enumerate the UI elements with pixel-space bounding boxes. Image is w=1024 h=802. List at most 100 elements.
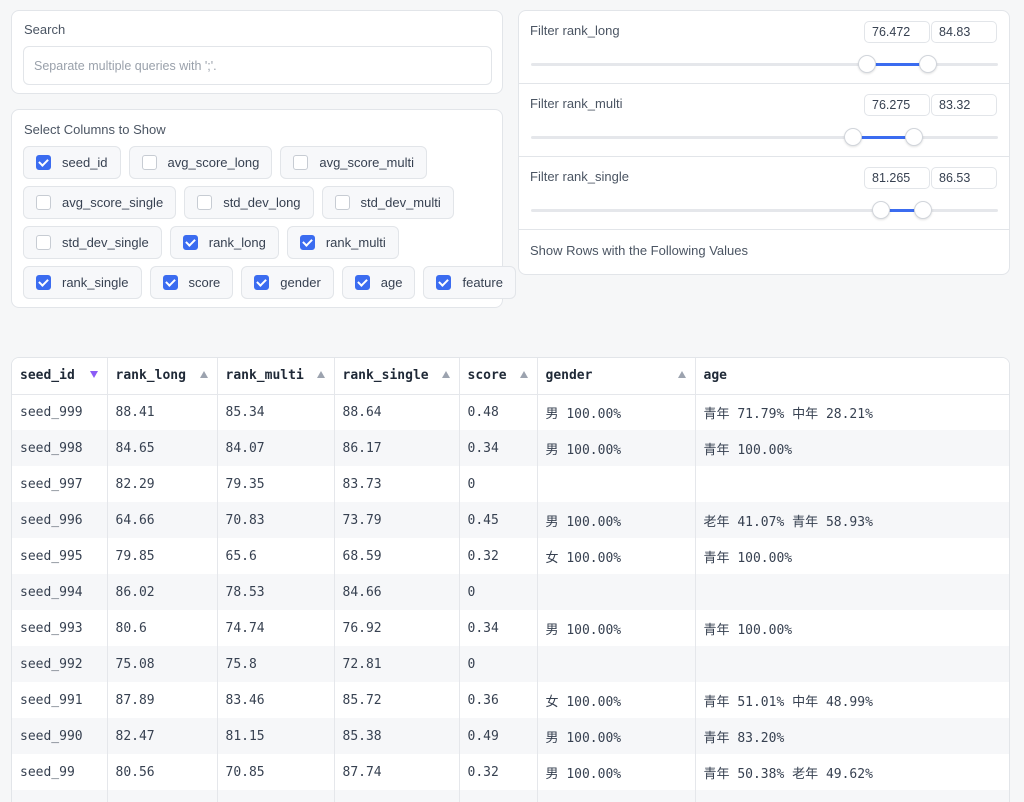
column-checkbox-rank-single[interactable]: rank_single <box>23 266 142 299</box>
checkbox-checked-icon[interactable] <box>299 235 315 250</box>
column-checkbox-seed-id[interactable]: seed_id <box>23 146 121 179</box>
column-checkbox-avg-score-single[interactable]: avg_score_single <box>23 186 177 219</box>
table-cell: seed_992 <box>12 646 108 682</box>
table-cell: 81.15 <box>217 718 335 754</box>
table-row[interactable]: seed_993 80.6 74.74 76.92 0.34 男 100.00% 青年 10… <box>12 610 1009 646</box>
range-slider-low-handle[interactable] <box>872 201 891 219</box>
sort-asc-icon[interactable] <box>441 371 450 378</box>
table-cell: 85.38 <box>334 718 460 754</box>
table-row[interactable]: seed_999 88.41 85.34 88.64 0.48 男 100.00% 青年 7… <box>12 394 1009 430</box>
table-row[interactable]: seed_990 82.47 81.15 85.38 0.49 男 100.00% 青年 8… <box>12 718 1009 754</box>
search-input[interactable] <box>23 46 492 85</box>
column-header-label: score <box>467 368 507 384</box>
checkbox-checked-icon[interactable] <box>354 275 370 290</box>
checkbox-label: avg_score_single <box>62 195 164 210</box>
table-cell: 0.32 <box>459 538 538 574</box>
sort-asc-icon[interactable] <box>316 371 325 378</box>
column-checkbox-rank-multi[interactable]: rank_multi <box>286 226 399 259</box>
table-row[interactable]: seed_998 84.65 84.07 86.17 0.34 男 100.00% 青年 1… <box>12 430 1009 466</box>
checkbox-unchecked-icon[interactable] <box>141 155 157 170</box>
sort-desc-icon[interactable] <box>89 371 98 378</box>
filter-rank-long: Filter rank_long 76.472 84.83 <box>519 11 1009 84</box>
table-cell: 73.79 <box>334 502 460 538</box>
checkbox-checked-icon[interactable] <box>182 235 198 250</box>
column-checkbox-score[interactable]: score <box>149 266 234 299</box>
checkbox-row: std_dev_single rank_long rank_multi <box>23 226 399 259</box>
checkbox-unchecked-icon[interactable] <box>334 195 350 210</box>
table-cell: 0.36 <box>459 682 538 718</box>
column-checkbox-std-dev-long[interactable]: std_dev_long <box>184 186 314 219</box>
column-header-seed-id[interactable]: seed_id <box>12 358 108 395</box>
column-checkbox-std-dev-multi[interactable]: std_dev_multi <box>321 186 454 219</box>
column-checkbox-avg-score-multi[interactable]: avg_score_multi <box>280 146 427 179</box>
sort-asc-icon[interactable] <box>519 371 528 378</box>
show-rows-label: Show Rows with the Following Values <box>530 243 748 258</box>
table-cell: 85.34 <box>217 394 335 430</box>
sort-asc-icon[interactable] <box>677 371 686 378</box>
column-checkbox-age[interactable]: age <box>341 266 416 299</box>
table-row[interactable]: seed_994 86.02 78.53 84.66 0 <box>12 574 1009 610</box>
column-header-gender[interactable]: gender <box>537 358 696 395</box>
table-cell: 83.46 <box>217 682 335 718</box>
checkbox-unchecked-icon[interactable] <box>36 195 51 210</box>
table-cell: 74.74 <box>217 610 335 646</box>
table-row[interactable]: seed_995 79.85 65.6 68.59 0.32 女 100.00% 青年 10… <box>12 538 1009 574</box>
filter-label: Filter rank_multi <box>530 96 623 111</box>
range-slider-high-handle[interactable] <box>904 128 923 146</box>
table-cell: 72.81 <box>334 646 460 682</box>
filter-rank-multi: Filter rank_multi 76.275 83.32 <box>519 84 1009 157</box>
filter-min-input[interactable]: 76.275 <box>864 94 930 116</box>
table-cell: 82.29 <box>107 466 218 502</box>
table-cell <box>217 790 335 802</box>
sort-asc-icon[interactable] <box>199 371 208 378</box>
column-header-rank-single[interactable]: rank_single <box>334 358 460 395</box>
range-slider-low-handle[interactable] <box>858 55 877 73</box>
filter-max-input[interactable]: 86.53 <box>931 167 997 189</box>
table-cell: seed_997 <box>12 466 108 502</box>
checkbox-unchecked-icon[interactable] <box>36 235 51 250</box>
range-slider-track[interactable] <box>531 128 998 146</box>
table-cell: 82.47 <box>107 718 218 754</box>
table-cell: 青年 83.20% <box>695 718 1009 754</box>
column-checkbox-rank-long[interactable]: rank_long <box>169 226 279 259</box>
filter-min-input[interactable]: 76.472 <box>864 21 930 43</box>
checkbox-checked-icon[interactable] <box>36 155 51 170</box>
filter-max-input[interactable]: 84.83 <box>931 21 997 43</box>
range-slider-high-handle[interactable] <box>914 201 933 219</box>
filter-min-input[interactable]: 81.265 <box>864 167 930 189</box>
table-cell: 80.6 <box>107 610 218 646</box>
checkbox-unchecked-icon[interactable] <box>293 155 309 170</box>
checkbox-checked-icon[interactable] <box>162 275 178 290</box>
table-row[interactable] <box>12 790 1009 802</box>
filter-max-input[interactable]: 83.32 <box>931 94 997 116</box>
column-header-age[interactable]: age <box>695 358 1009 395</box>
range-slider-track[interactable] <box>531 55 998 73</box>
column-checkbox-feature[interactable]: feature <box>423 266 516 299</box>
checkbox-checked-icon[interactable] <box>254 275 270 290</box>
range-slider-track[interactable] <box>531 201 998 219</box>
table-row[interactable]: seed_99 80.56 70.85 87.74 0.32 男 100.00% 青年 50… <box>12 754 1009 790</box>
checkbox-row: seed_id avg_score_long avg_score_multi <box>23 146 427 179</box>
table-row[interactable]: seed_991 87.89 83.46 85.72 0.36 女 100.00% 青年 5… <box>12 682 1009 718</box>
column-checkbox-avg-score-long[interactable]: avg_score_long <box>128 146 273 179</box>
filter-rank-single: Filter rank_single 81.265 86.53 <box>519 157 1009 230</box>
table-row[interactable]: seed_997 82.29 79.35 83.73 0 <box>12 466 1009 502</box>
column-checkbox-std-dev-single[interactable]: std_dev_single <box>23 226 162 259</box>
column-header-score[interactable]: score <box>459 358 538 395</box>
filter-label: Filter rank_single <box>530 169 629 184</box>
table-cell: 青年 51.01% 中年 48.99% <box>703 694 873 710</box>
checkbox-checked-icon[interactable] <box>36 275 51 290</box>
column-checkbox-gender[interactable]: gender <box>241 266 334 299</box>
checkbox-checked-icon[interactable] <box>436 275 452 290</box>
column-header-label: rank_multi <box>225 368 304 384</box>
checkbox-label: feature <box>462 275 503 290</box>
range-slider-low-handle[interactable] <box>844 128 863 146</box>
table-row[interactable]: seed_992 75.08 75.8 72.81 0 <box>12 646 1009 682</box>
range-slider-high-handle[interactable] <box>918 55 937 73</box>
column-header-rank-multi[interactable]: rank_multi <box>217 358 335 395</box>
column-header-rank-long[interactable]: rank_long <box>107 358 218 395</box>
checkbox-unchecked-icon[interactable] <box>197 195 213 210</box>
table-row[interactable]: seed_996 64.66 70.83 73.79 0.45 男 100.00% 老年 4… <box>12 502 1009 538</box>
table-cell: seed_990 <box>12 718 108 754</box>
table-cell <box>537 790 696 802</box>
